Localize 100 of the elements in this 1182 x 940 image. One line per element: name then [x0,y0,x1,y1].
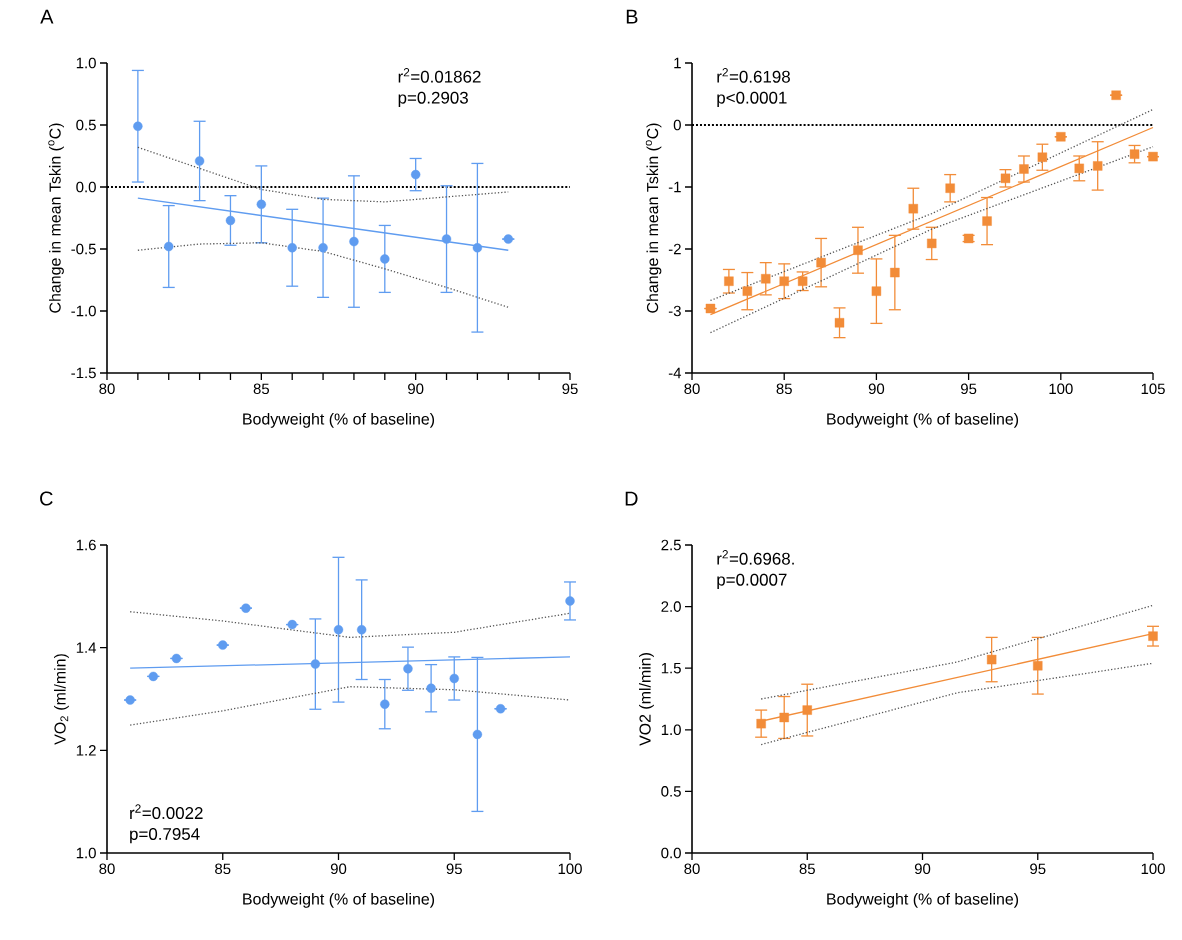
y-axis-title: VO2 (ml/min) [639,653,654,746]
y-tick-label: 0.5 [76,119,96,131]
point [133,121,143,131]
annotation: p=0.2903 [398,91,468,108]
point [982,216,992,226]
x-tick-label: 105 [1141,383,1165,395]
y-tick-label: 2.0 [661,601,681,612]
point [761,274,771,284]
y-tick-label: 1.5 [661,662,681,674]
point [565,596,575,606]
y-tick-label: 0.5 [661,786,681,797]
point [310,659,321,669]
point [1092,161,1103,171]
x-tick-label: 100 [1049,383,1073,395]
point [380,254,390,264]
point [225,215,236,226]
x-tick-label: 100 [558,863,582,875]
y-tick-label: 1.0 [76,847,96,859]
point [1148,151,1158,162]
point [816,257,826,268]
annotation: p=0.7954 [130,827,200,844]
point [349,236,359,247]
point [441,234,452,244]
x-tick-label: 85 [253,383,270,395]
point [724,276,734,286]
x-tick-label: 95 [446,863,462,875]
annotation: r$^{2}$=0.01862 [398,68,481,83]
y-axis-title: VO$_{2}$ (ml/min) [54,654,69,745]
y-tick-label: 0.0 [76,181,96,193]
point [194,156,205,166]
point [1074,163,1084,174]
annotation: r$^{2}$=0.6968. [717,550,794,565]
point [908,204,918,214]
point [256,199,267,210]
point [1129,149,1140,159]
point [853,245,863,255]
y-tick-label: -1.5 [71,367,96,379]
x-axis-title: Bodyweight (% of baseline) [243,412,435,428]
x-axis-title: Bodyweight (% of baseline) [243,892,435,908]
point [164,241,174,252]
point [426,683,436,693]
x-tick-label: 90 [868,383,885,395]
point [318,243,328,253]
y-tick-label: -1 [668,181,681,193]
y-tick-label: 1 [674,57,681,69]
y-tick-label: -4 [668,367,682,379]
point [148,671,158,682]
point [472,243,483,253]
x-tick-label: 100 [1141,863,1165,875]
line-series [137,146,509,203]
y-tick-label: 1.4 [76,642,97,653]
point [241,603,251,613]
x-tick-label: 80 [684,383,700,395]
point [986,654,997,665]
point [890,267,900,278]
y-tick-label: -2 [668,243,681,255]
chart-title: A [40,9,54,24]
annotation: r$^{2}$=0.6198 [717,68,790,83]
chart-title: D [625,491,638,506]
point [756,718,766,729]
line-series [137,242,509,308]
point [356,625,367,635]
point [449,673,459,684]
point [1037,152,1048,162]
point [1111,90,1121,100]
line-series [129,611,571,639]
chart-title: C [40,491,53,506]
y-tick-label: 1.6 [76,539,96,551]
x-tick-label: 85 [799,863,815,875]
y-axis-title: Change in mean Tskin ($^{o}$C) [645,123,662,313]
y-tick-label: 1.0 [661,724,681,736]
point [945,183,955,193]
point [380,699,390,709]
x-tick-label: 85 [776,383,792,395]
x-tick-label: 80 [684,863,700,875]
x-tick-label: 80 [99,383,115,395]
y-axis-title: Change in mean Tskin ($^{o}$C) [48,123,64,313]
point [742,286,753,296]
y-tick-label: 2.5 [661,539,681,551]
annotation: p=0.0007 [717,573,787,590]
x-axis-title: Bodyweight (% of baseline) [827,892,1019,908]
x-tick-label: 80 [99,863,115,875]
point [287,619,297,630]
y-tick-label: 0.0 [661,847,681,859]
point [410,169,421,180]
point [834,318,845,328]
x-tick-label: 90 [330,863,347,875]
point [403,664,413,674]
point [797,276,808,286]
annotation: p<0.0001 [717,91,787,108]
x-tick-label: 95 [562,383,578,395]
line-series [129,686,571,726]
point [503,234,513,244]
y-tick-label: -3 [668,305,681,317]
x-tick-label: 90 [914,863,931,875]
y-tick-label: 1.0 [76,57,96,69]
x-tick-label: 95 [1030,863,1046,875]
point [1000,173,1011,184]
point [495,704,506,714]
x-tick-label: 95 [961,383,977,395]
